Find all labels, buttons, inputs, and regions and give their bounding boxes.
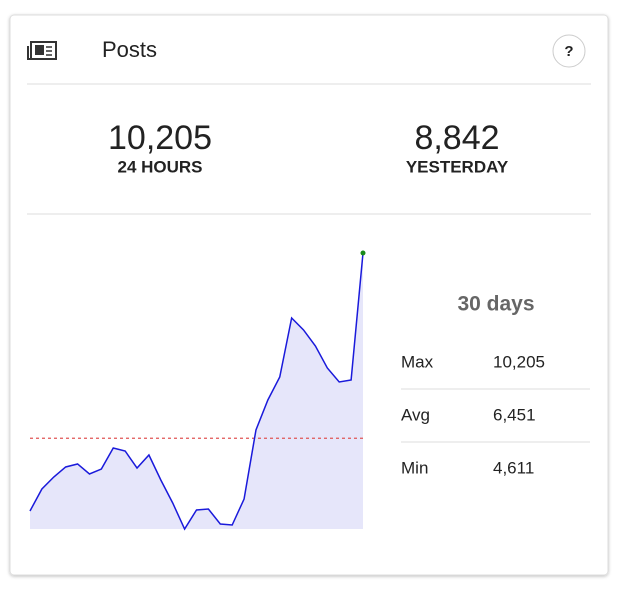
widget-title: Posts [102, 37, 157, 62]
sparkline-area [30, 253, 363, 529]
card [9, 14, 609, 576]
news-icon [27, 41, 57, 60]
help-button[interactable] [552, 34, 586, 68]
stat-value: 10,205 [493, 352, 545, 371]
end-point [360, 250, 366, 256]
stat-label: Min [401, 458, 428, 477]
stat-label: Max [401, 352, 434, 371]
counter-label: YESTERDAY [406, 157, 509, 176]
counter-value: 8,842 [414, 119, 499, 157]
counter-label: 24 HOURS [117, 157, 202, 176]
stat-value: 4,611 [493, 458, 534, 477]
stat-value: 6,451 [493, 405, 536, 424]
stat-label: Avg [401, 405, 430, 424]
counter-value: 10,205 [108, 119, 212, 157]
period-label: 30 days [457, 293, 534, 316]
help-icon[interactable]: ? [564, 43, 573, 60]
sparkline [29, 252, 364, 531]
